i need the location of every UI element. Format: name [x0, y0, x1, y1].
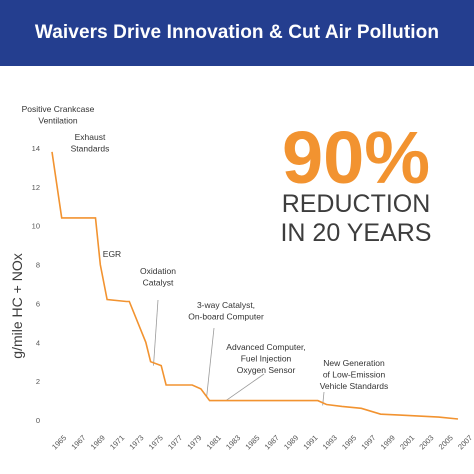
x-tick-label: 2001: [398, 433, 416, 451]
y-tick-label: 10: [32, 222, 40, 231]
x-tick-label: 2003: [417, 433, 435, 451]
x-tick-label: 1999: [379, 433, 397, 451]
x-tick-label: 1985: [243, 433, 261, 451]
annotation-line: Positive Crankcase: [22, 104, 95, 114]
x-tick-label: 1993: [321, 433, 339, 451]
x-tick-label: 1983: [224, 433, 242, 451]
annotation-line: Ventilation: [38, 116, 77, 126]
series-layer: [51, 151, 459, 420]
callout-line1: REDUCTION: [282, 190, 431, 218]
callout-line2: IN 20 YEARS: [280, 219, 431, 247]
annotation-line: Oxidation: [140, 266, 176, 276]
x-tick-label: 1975: [147, 433, 165, 451]
y-tick-label: 8: [36, 261, 40, 270]
title-banner: Waivers Drive Innovation & Cut Air Pollu…: [0, 0, 474, 66]
annotation-line: Fuel Injection: [241, 354, 292, 364]
annotation-line: Advanced Computer,: [226, 342, 305, 352]
x-tick-label: 1987: [263, 433, 281, 451]
leader-line: [153, 299, 159, 366]
x-tick-label: 1967: [69, 433, 87, 451]
annotation-line: Catalyst: [143, 278, 174, 288]
x-tick-label: 1973: [127, 433, 145, 451]
x-tick-label: 1969: [89, 433, 107, 451]
annotation-oxidation: Oxidation Catalyst: [140, 266, 176, 288]
y-tick-label: 6: [36, 299, 40, 308]
y-tick-label: 14: [32, 144, 40, 153]
annotation-threeway: 3-way Catalyst, On-board Computer: [188, 300, 264, 322]
annotation-line: New Generation: [323, 358, 385, 368]
annotation-line: Exhaust: [75, 132, 106, 142]
leader-line: [225, 373, 265, 401]
page-title: Waivers Drive Innovation & Cut Air Pollu…: [34, 22, 440, 43]
annotations: Positive Crankcase Ventilation Exhaust Stan…: [22, 104, 389, 391]
x-tick-label: 1979: [185, 433, 203, 451]
annotation-line: Vehicle Standards: [320, 381, 389, 391]
series-line: [51, 151, 459, 420]
annotation-egr: EGR: [103, 249, 121, 259]
y-tick-label: 0: [36, 416, 40, 425]
callout-percent: 90%: [282, 116, 430, 199]
x-tick-label: 1965: [50, 433, 68, 451]
annotation-pcv: Positive Crankcase Ventilation: [22, 104, 95, 126]
x-tick-label: 1997: [359, 433, 377, 451]
annotation-line: 3-way Catalyst,: [197, 300, 255, 310]
x-tick-label: 1995: [340, 433, 358, 451]
x-tick-label: 2007: [456, 433, 474, 451]
annotation-leaders: [153, 299, 325, 406]
x-tick-label: 1977: [166, 433, 184, 451]
x-tick-label: 1971: [108, 433, 126, 451]
annotation-line: Oxygen Sensor: [237, 365, 296, 375]
annotation-line: Standards: [71, 144, 110, 154]
y-tick-label: 4: [36, 338, 40, 347]
annotation-line: EGR: [103, 249, 121, 259]
leader-line: [206, 327, 215, 397]
annotation-exhaust: Exhaust Standards: [71, 132, 110, 154]
x-tick-label: 2005: [437, 433, 455, 451]
y-axis-label: g/mile HC + NOx: [9, 253, 25, 358]
y-tick-label: 12: [32, 183, 40, 192]
x-tick-label: 1981: [205, 433, 223, 451]
callout: 90% REDUCTION IN 20 YEARS: [280, 116, 431, 247]
annotation-line: On-board Computer: [188, 312, 264, 322]
x-tick-label: 1989: [282, 433, 300, 451]
x-tick-label: 1991: [301, 433, 319, 451]
annotation-line: of Low-Emission: [323, 370, 386, 380]
y-tick-label: 2: [36, 377, 40, 386]
